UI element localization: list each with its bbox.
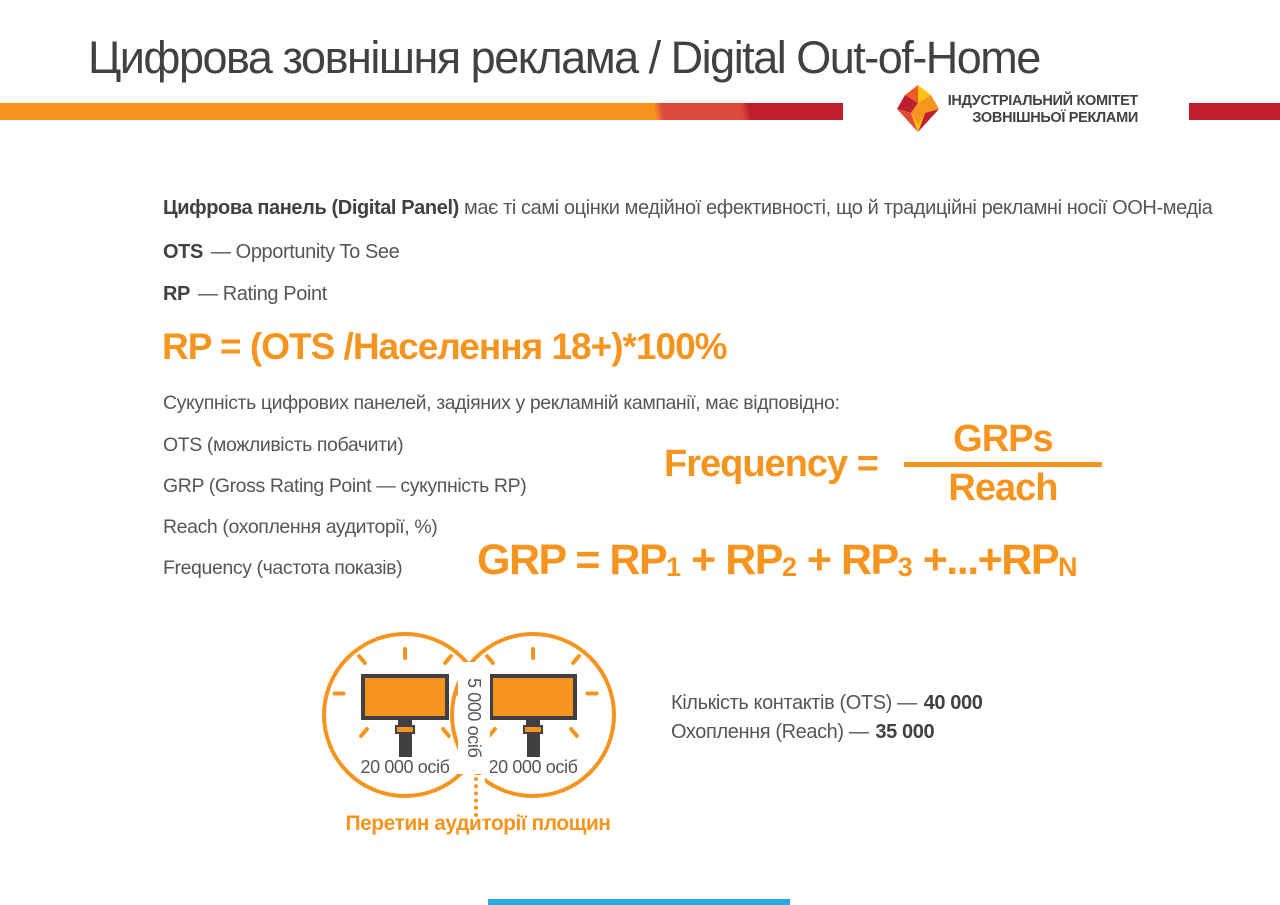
bottom-accent-bar xyxy=(488,899,790,905)
definition-term: OTS xyxy=(163,241,203,263)
stat-label: Охоплення (Reach) — xyxy=(671,721,869,743)
top-brand-bar xyxy=(0,103,843,120)
grp-part: + RP xyxy=(680,536,783,584)
logo-text-line2: ЗОВНІШНЬОЇ РЕКЛАМИ xyxy=(972,109,1138,126)
grp-formula: GRP = RP1 + RP2 + RP3 +...+RPN xyxy=(477,536,1078,585)
intro-rest: має ті самі оцінки медійної ефективності… xyxy=(458,197,1213,219)
stat-ots: Кількість контактів (OTS) — 40 000 xyxy=(671,692,983,715)
list-intro: Сукупність цифрових панелей, задіяних у … xyxy=(163,392,840,414)
billboard-post xyxy=(399,733,412,757)
definition-desc: — Rating Point xyxy=(197,283,327,305)
overlap-audience-label: 5 000 осіб xyxy=(458,662,490,774)
page-title: Цифрова зовнішня реклама / Digital Out-o… xyxy=(88,32,1041,83)
fraction-numerator: GRPs xyxy=(953,418,1053,460)
ray-icon xyxy=(585,691,599,696)
list-item-frequency: Frequency (частота показів) xyxy=(163,557,403,579)
definition-rp: RP — Rating Point xyxy=(163,283,327,306)
fraction-bar xyxy=(903,461,1102,467)
grp-part: +...+RP xyxy=(912,536,1060,584)
ray-icon xyxy=(531,647,535,660)
top-brand-bar-right xyxy=(1189,103,1280,120)
billboard-post xyxy=(526,720,540,726)
definition-ots: OTS — Opportunity To See xyxy=(163,241,400,264)
rp-formula: RP = (OTS /Населення 18+)*100% xyxy=(162,326,728,367)
intro-lead: Цифрова панель (Digital Panel) xyxy=(163,197,459,219)
grp-part: + RP xyxy=(796,536,899,584)
stat-reach: Охоплення (Reach) — 35 000 xyxy=(671,721,935,744)
grp-subscript: 1 xyxy=(666,552,681,582)
venn-circle-right xyxy=(450,632,616,798)
frequency-fraction: GRPs Reach xyxy=(903,418,1102,509)
stat-label: Кількість контактів (OTS) — xyxy=(671,692,917,714)
stat-value: 35 000 xyxy=(875,721,935,743)
list-item-grp: GRP (Gross Rating Point — сукупність RP) xyxy=(163,475,527,497)
audience-label-left: 20 000 осіб xyxy=(360,757,450,777)
definition-term: RP xyxy=(163,283,190,305)
grp-subscript: 3 xyxy=(897,552,913,582)
logo-gem-icon xyxy=(897,85,939,137)
ray-icon xyxy=(332,691,346,696)
logo-text: ІНДУСТРІАЛЬНИЙ КОМІТЕТ ЗОВНІШНЬОЇ РЕКЛАМ… xyxy=(942,93,1139,126)
billboard-post xyxy=(527,733,540,757)
stat-value: 40 000 xyxy=(923,692,983,714)
audience-label-right: 20 000 осіб xyxy=(488,757,578,777)
list-item-ots: OTS (можливість побачити) xyxy=(163,434,404,456)
logo-text-line1: ІНДУСТРІАЛЬНИЙ КОМІТЕТ xyxy=(947,93,1139,109)
ray-icon xyxy=(403,647,407,660)
grp-part: GRP = RP xyxy=(477,536,668,584)
frequency-lhs: Frequency = xyxy=(664,442,879,485)
frequency-formula: Frequency = GRPs Reach xyxy=(664,418,1102,509)
grp-subscript: 2 xyxy=(781,552,797,582)
billboard-post xyxy=(398,720,412,726)
dotted-connector xyxy=(474,777,478,817)
intro-text: Цифрова панель (Digital Panel) має ті са… xyxy=(163,197,1213,220)
definition-desc: — Opportunity To See xyxy=(210,241,400,263)
venn-caption: Перетин аудиторії площин xyxy=(345,812,611,835)
list-item-reach: Reach (охоплення аудиторії, %) xyxy=(163,516,438,538)
fraction-denominator: Reach xyxy=(948,466,1058,509)
billboard-panel xyxy=(361,674,449,720)
billboard-panel xyxy=(489,674,577,720)
grp-subscript: N xyxy=(1058,552,1078,582)
